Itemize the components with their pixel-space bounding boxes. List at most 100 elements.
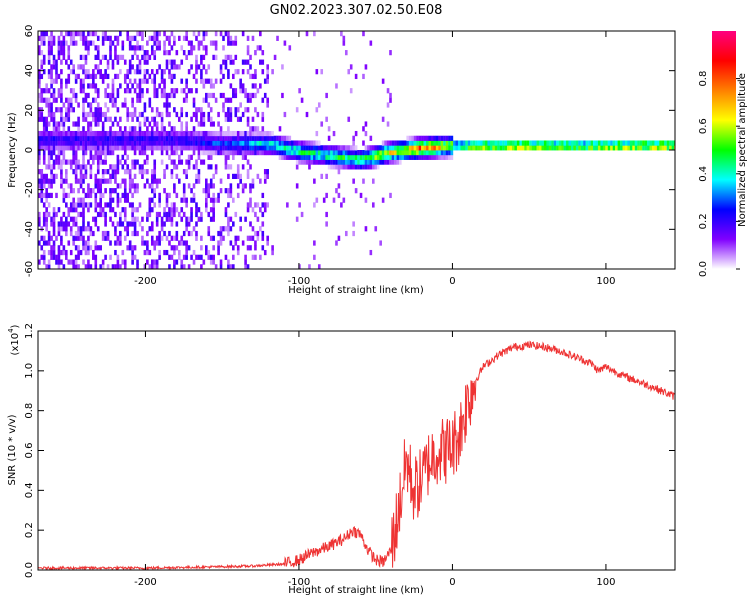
heatmap-cell <box>74 97 78 103</box>
heatmap-cell <box>99 178 102 184</box>
heatmap-cell <box>249 202 252 208</box>
heatmap-cell <box>244 140 247 146</box>
heatmap-cell <box>249 126 252 132</box>
heatmap-cell <box>239 135 242 141</box>
heatmap-cell <box>99 159 102 165</box>
heatmap-cell <box>300 150 304 156</box>
heatmap-cell <box>40 169 44 175</box>
heatmap-cell <box>286 150 289 156</box>
heatmap-cell <box>155 45 159 51</box>
heatmap-cell <box>47 249 51 256</box>
heatmap-cell <box>202 45 206 51</box>
heatmap-cell <box>180 130 184 137</box>
heatmap-cell <box>123 183 127 189</box>
heatmap-cell <box>177 178 181 184</box>
heatmap-cell <box>200 145 203 151</box>
heatmap-cell <box>369 40 373 46</box>
heatmap-cell <box>426 145 429 151</box>
heatmap-cell <box>325 159 328 165</box>
heatmap-cell <box>185 54 188 60</box>
heatmap-cell <box>246 235 250 241</box>
heatmap-cell <box>173 59 176 65</box>
heatmap-cell <box>516 140 520 146</box>
heatmap-cell <box>234 35 238 41</box>
heatmap-cell <box>155 264 159 269</box>
heatmap-cell <box>337 150 341 156</box>
heatmap-cell <box>84 40 88 46</box>
heatmap-cell <box>494 140 498 146</box>
heatmap-cell <box>84 202 88 208</box>
heatmap-cell <box>126 107 130 113</box>
heatmap-cell <box>96 121 100 127</box>
heatmap-cell <box>77 135 80 141</box>
heatmap-cell <box>146 116 149 122</box>
heatmap-cell <box>232 173 235 179</box>
heatmap-cell <box>128 202 132 208</box>
heatmap-cell <box>499 145 503 151</box>
heatmap-cell <box>84 192 88 199</box>
heatmap-cell <box>313 154 316 160</box>
heatmap-cell <box>502 140 505 146</box>
heatmap-cell <box>423 140 427 146</box>
heatmap-cell <box>313 145 316 151</box>
heatmap-cell <box>126 226 130 232</box>
heatmap-cell <box>87 207 90 213</box>
heatmap-cell <box>104 31 107 37</box>
heatmap-cell <box>202 188 206 194</box>
heatmap-cell <box>214 54 218 60</box>
heatmap-cell <box>271 135 274 141</box>
heatmap-cell <box>114 102 117 108</box>
heatmap-cell <box>266 140 269 146</box>
heatmap-cell <box>55 78 58 84</box>
heatmap-cell <box>664 140 667 146</box>
heatmap-cell <box>207 154 211 160</box>
heatmap-cell <box>74 140 78 146</box>
heatmap-cell <box>42 145 46 151</box>
heatmap-cell <box>386 150 390 156</box>
heatmap-cell <box>266 202 269 208</box>
heatmap-cell <box>214 97 218 103</box>
heatmap-cell <box>52 135 56 141</box>
heatmap-cell <box>109 50 112 56</box>
heatmap-cell <box>227 226 230 232</box>
heatmap-cell <box>644 145 648 151</box>
heatmap-cell <box>173 92 176 99</box>
heatmap-cell <box>330 150 333 156</box>
heatmap-cell <box>96 50 100 56</box>
heatmap-cell <box>229 216 233 222</box>
heatmap-cell <box>416 140 419 146</box>
heatmap-cell <box>138 59 142 65</box>
heatmap-cell <box>114 145 117 151</box>
heatmap-cell <box>200 235 203 241</box>
heatmap-cell <box>317 154 321 160</box>
heatmap-cell <box>121 145 125 151</box>
heatmap-cell <box>47 140 51 146</box>
heatmap-cell <box>200 59 203 65</box>
heatmap-cell <box>116 169 120 175</box>
heatmap-cell <box>114 50 117 56</box>
heatmap-cell <box>254 140 257 146</box>
heatmap-cell <box>69 249 73 256</box>
heatmap-cell <box>273 140 277 146</box>
heatmap-cell <box>219 178 223 184</box>
heatmap-cell <box>573 140 576 146</box>
heatmap-cell <box>195 111 198 118</box>
heatmap-cell <box>126 69 130 75</box>
heatmap-cell <box>47 150 51 156</box>
heatmap-cell <box>92 140 95 146</box>
heatmap-cell <box>335 150 338 156</box>
heatmap-cell <box>352 230 355 237</box>
heatmap-cell <box>111 130 115 137</box>
heatmap-cell <box>116 264 120 269</box>
heatmap-cell <box>391 145 395 151</box>
heatmap-cell <box>52 150 56 156</box>
heatmap-cell <box>133 226 137 232</box>
heatmap-cell <box>195 88 198 94</box>
heatmap-cell <box>92 111 95 118</box>
heatmap-cell <box>65 83 68 89</box>
heatmap-cell <box>192 145 196 151</box>
heatmap-cell <box>271 130 274 137</box>
heatmap-cell <box>133 221 137 227</box>
heatmap-cell <box>170 88 174 94</box>
heatmap-cell <box>87 202 90 208</box>
